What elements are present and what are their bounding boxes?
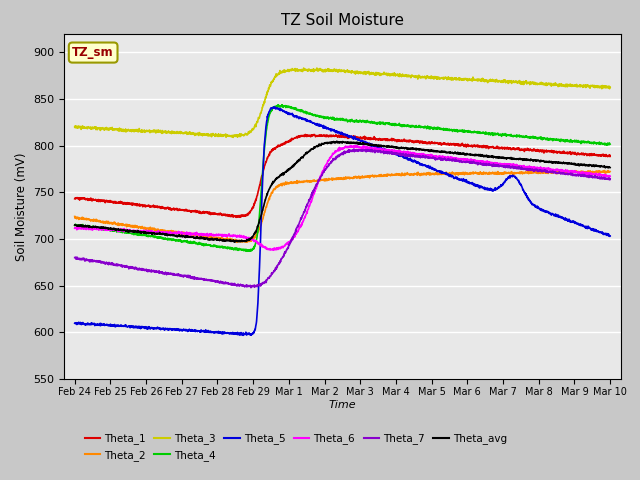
Y-axis label: Soil Moisture (mV): Soil Moisture (mV): [15, 152, 28, 261]
Legend: Theta_1, Theta_2, Theta_3, Theta_4, Theta_5, Theta_6, Theta_7, Theta_avg: Theta_1, Theta_2, Theta_3, Theta_4, Thet…: [81, 429, 511, 465]
Text: TZ_sm: TZ_sm: [72, 46, 114, 59]
X-axis label: Time: Time: [328, 400, 356, 409]
Title: TZ Soil Moisture: TZ Soil Moisture: [281, 13, 404, 28]
